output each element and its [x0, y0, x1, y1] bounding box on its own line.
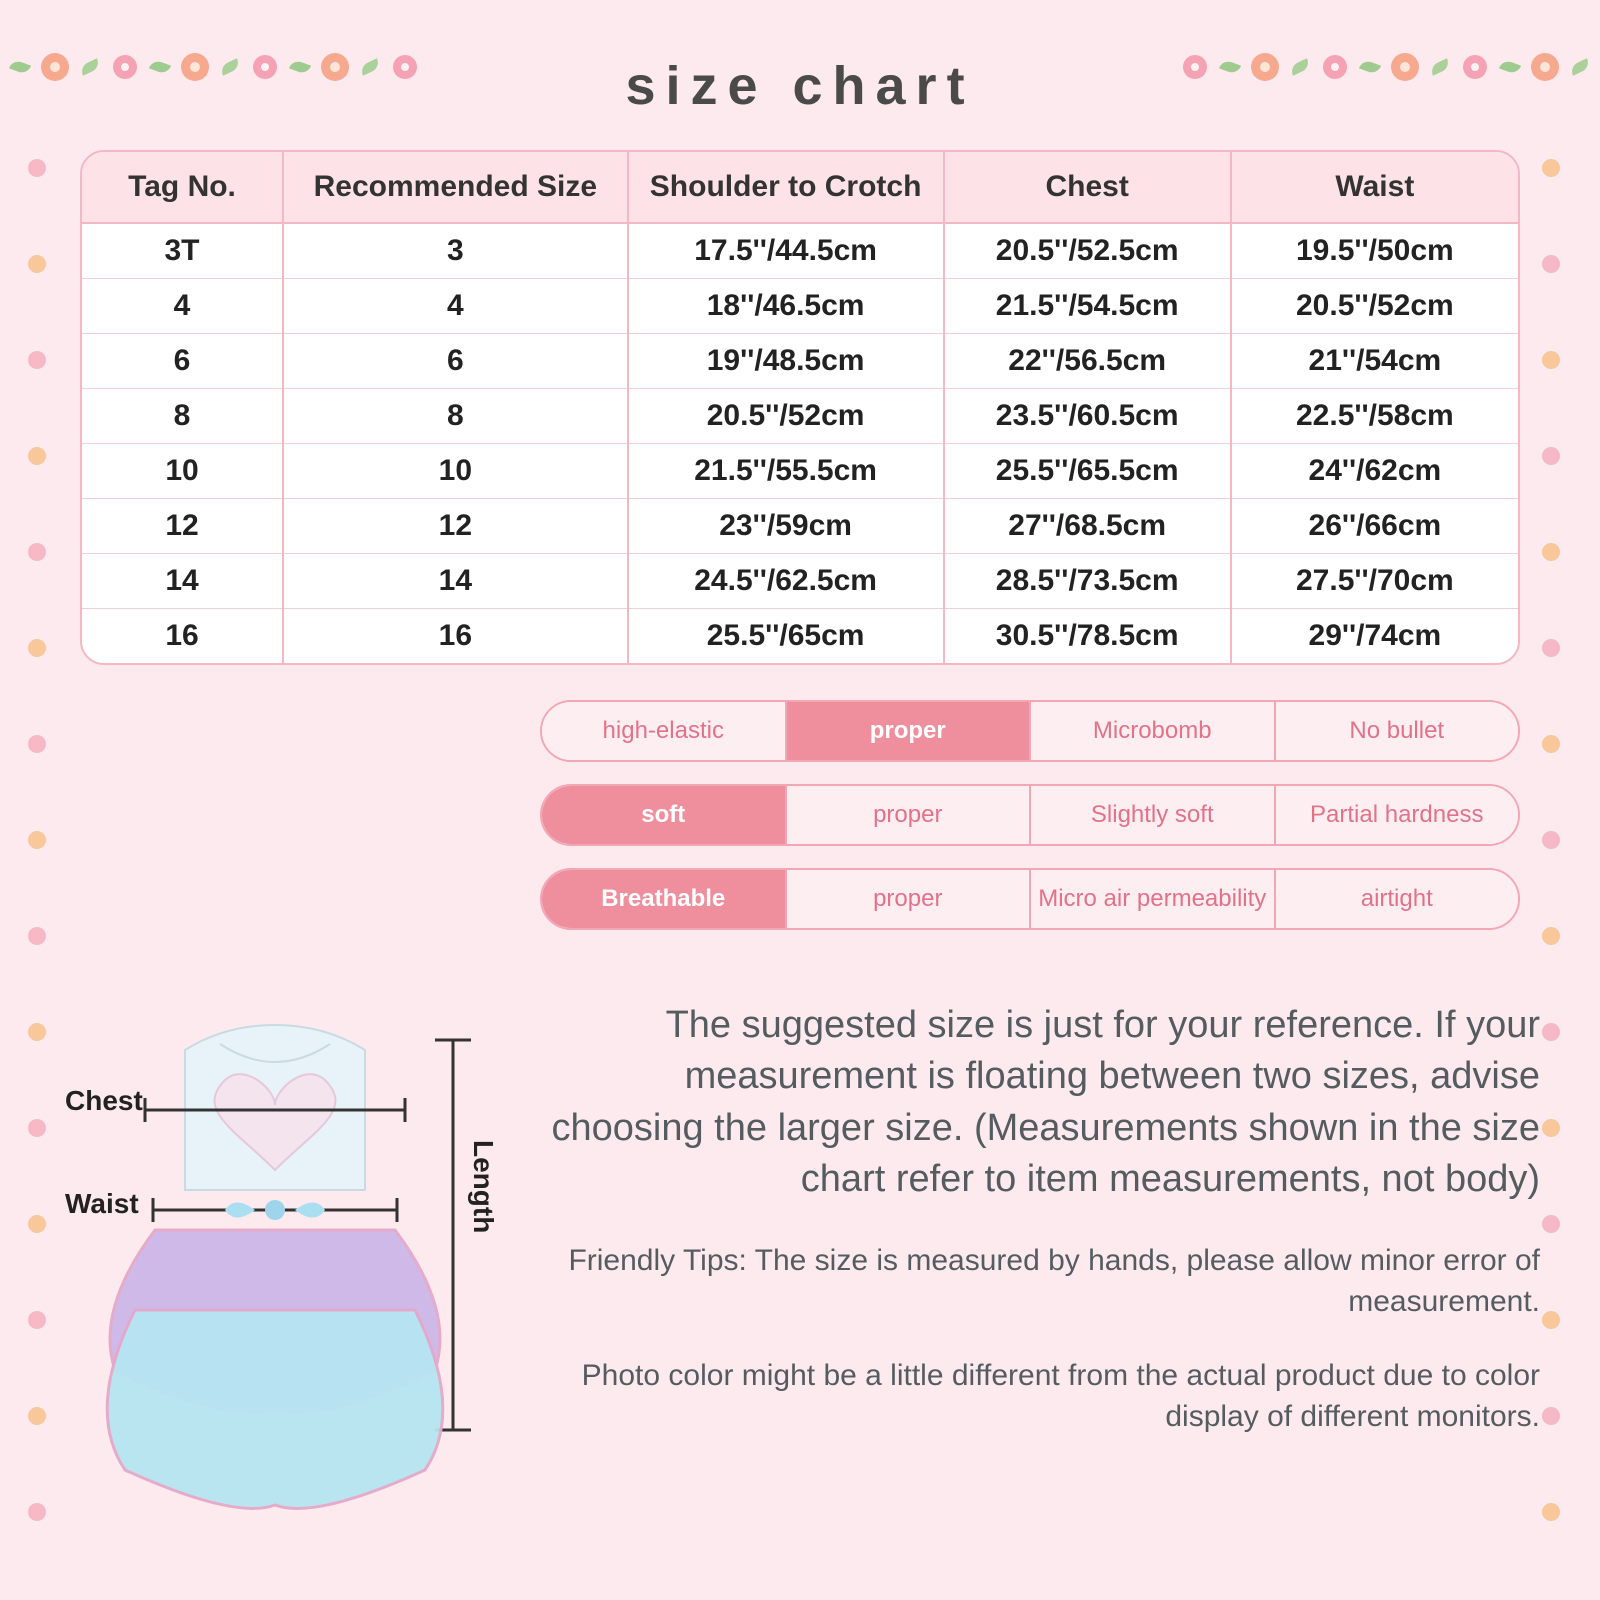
table-row: 121223''/59cm27''/68.5cm26''/66cm: [82, 499, 1518, 554]
col-header: Chest: [944, 152, 1231, 223]
pill-cell: Microbomb: [1031, 702, 1276, 760]
pill-cell: Partial hardness: [1276, 786, 1519, 844]
col-header: Shoulder to Crotch: [628, 152, 944, 223]
attribute-pills: high-elasticproperMicrobombNo bulletsoft…: [540, 700, 1520, 930]
table-cell: 14: [82, 554, 283, 609]
table-cell: 27.5''/70cm: [1231, 554, 1518, 609]
table-cell: 6: [82, 334, 283, 389]
pill-cell: soft: [542, 786, 787, 844]
table-cell: 3: [283, 223, 628, 279]
table-cell: 21.5''/54.5cm: [944, 279, 1231, 334]
info-paragraph-1: The suggested size is just for your refe…: [540, 1000, 1540, 1205]
table-cell: 10: [82, 444, 283, 499]
pill-cell: proper: [787, 702, 1032, 760]
table-cell: 4: [283, 279, 628, 334]
table-cell: 26''/66cm: [1231, 499, 1518, 554]
col-header: Tag No.: [82, 152, 283, 223]
pill-cell: proper: [787, 870, 1032, 928]
table-row: 6619''/48.5cm22''/56.5cm21''/54cm: [82, 334, 1518, 389]
label-waist: Waist: [65, 1188, 139, 1220]
table-cell: 23.5''/60.5cm: [944, 389, 1231, 444]
table-row: 3T317.5''/44.5cm20.5''/52.5cm19.5''/50cm: [82, 223, 1518, 279]
table-cell: 8: [82, 389, 283, 444]
table-cell: 30.5''/78.5cm: [944, 609, 1231, 664]
label-chest: Chest: [65, 1085, 143, 1117]
info-paragraph-2: Friendly Tips: The size is measured by h…: [540, 1241, 1540, 1322]
pill-row: high-elasticproperMicrobombNo bullet: [540, 700, 1520, 762]
table-cell: 22''/56.5cm: [944, 334, 1231, 389]
table-cell: 10: [283, 444, 628, 499]
info-block: The suggested size is just for your refe…: [540, 1000, 1540, 1437]
table-cell: 20.5''/52cm: [1231, 279, 1518, 334]
table-row: 8820.5''/52cm23.5''/60.5cm22.5''/58cm: [82, 389, 1518, 444]
table-row: 101021.5''/55.5cm25.5''/65.5cm24''/62cm: [82, 444, 1518, 499]
info-paragraph-3: Photo color might be a little different …: [540, 1356, 1540, 1437]
pill-cell: Slightly soft: [1031, 786, 1276, 844]
table-cell: 23''/59cm: [628, 499, 944, 554]
table-cell: 25.5''/65.5cm: [944, 444, 1231, 499]
pill-row: BreathableproperMicro air permeabilityai…: [540, 868, 1520, 930]
col-header: Waist: [1231, 152, 1518, 223]
pill-cell: Breathable: [542, 870, 787, 928]
pill-row: softproperSlightly softPartial hardness: [540, 784, 1520, 846]
table-cell: 8: [283, 389, 628, 444]
size-table: Tag No. Recommended Size Shoulder to Cro…: [80, 150, 1520, 665]
table-cell: 6: [283, 334, 628, 389]
table-cell: 18''/46.5cm: [628, 279, 944, 334]
table-cell: 14: [283, 554, 628, 609]
col-header: Recommended Size: [283, 152, 628, 223]
table-cell: 24.5''/62.5cm: [628, 554, 944, 609]
pill-cell: No bullet: [1276, 702, 1519, 760]
table-row: 161625.5''/65cm30.5''/78.5cm29''/74cm: [82, 609, 1518, 664]
table-row: 141424.5''/62.5cm28.5''/73.5cm27.5''/70c…: [82, 554, 1518, 609]
table-cell: 21.5''/55.5cm: [628, 444, 944, 499]
label-length: Length: [467, 1140, 499, 1233]
table-header-row: Tag No. Recommended Size Shoulder to Cro…: [82, 152, 1518, 223]
table-cell: 20.5''/52cm: [628, 389, 944, 444]
table-cell: 12: [82, 499, 283, 554]
table-cell: 16: [82, 609, 283, 664]
pill-cell: Micro air permeability: [1031, 870, 1276, 928]
pill-cell: high-elastic: [542, 702, 787, 760]
table-cell: 29''/74cm: [1231, 609, 1518, 664]
table-cell: 12: [283, 499, 628, 554]
table-cell: 20.5''/52.5cm: [944, 223, 1231, 279]
dress-diagram: Chest Waist Length: [35, 1010, 515, 1530]
table-cell: 17.5''/44.5cm: [628, 223, 944, 279]
pill-cell: airtight: [1276, 870, 1519, 928]
page-title: size chart: [0, 55, 1600, 117]
table-cell: 3T: [82, 223, 283, 279]
table-cell: 25.5''/65cm: [628, 609, 944, 664]
table-cell: 19''/48.5cm: [628, 334, 944, 389]
pill-cell: proper: [787, 786, 1032, 844]
decor-dots-right: [1542, 120, 1572, 1560]
table-cell: 4: [82, 279, 283, 334]
table-cell: 16: [283, 609, 628, 664]
table-cell: 24''/62cm: [1231, 444, 1518, 499]
table-row: 4418''/46.5cm21.5''/54.5cm20.5''/52cm: [82, 279, 1518, 334]
table-cell: 21''/54cm: [1231, 334, 1518, 389]
table-cell: 27''/68.5cm: [944, 499, 1231, 554]
table-cell: 22.5''/58cm: [1231, 389, 1518, 444]
table-cell: 19.5''/50cm: [1231, 223, 1518, 279]
table-cell: 28.5''/73.5cm: [944, 554, 1231, 609]
